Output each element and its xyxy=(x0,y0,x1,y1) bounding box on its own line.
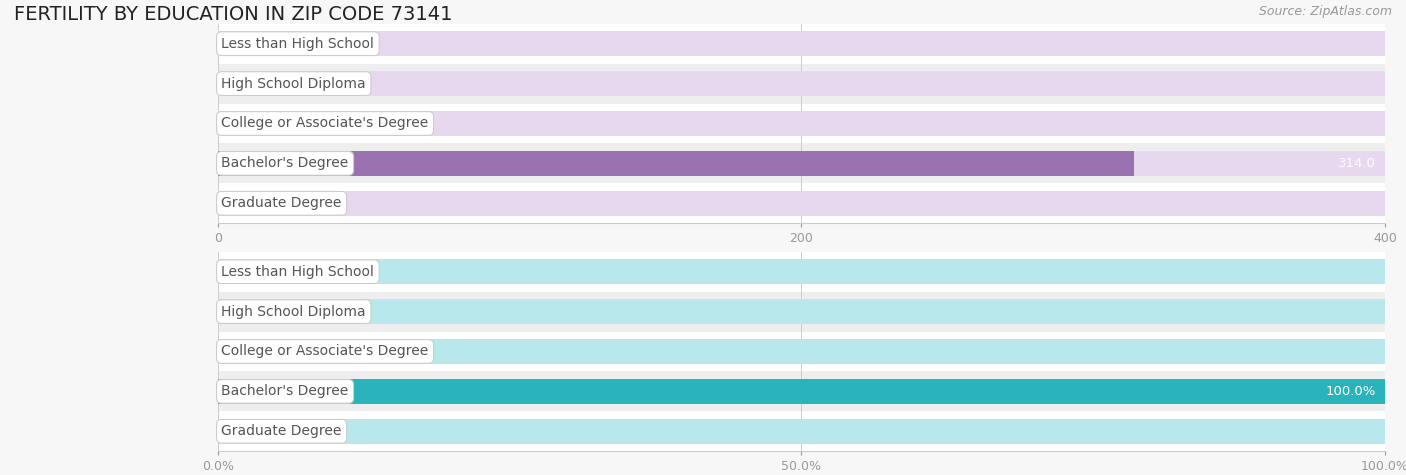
Bar xyxy=(218,339,1385,364)
Text: College or Associate's Degree: College or Associate's Degree xyxy=(221,116,429,131)
Text: Less than High School: Less than High School xyxy=(221,265,374,279)
Bar xyxy=(218,111,1385,136)
Text: 0.0%: 0.0% xyxy=(232,425,266,438)
Text: High School Diploma: High School Diploma xyxy=(221,304,366,319)
Text: Graduate Degree: Graduate Degree xyxy=(221,424,342,438)
Text: Bachelor's Degree: Bachelor's Degree xyxy=(221,156,349,171)
Text: 0.0: 0.0 xyxy=(232,117,253,130)
Bar xyxy=(218,71,1385,96)
Bar xyxy=(218,191,1385,216)
Text: 0.0: 0.0 xyxy=(232,77,253,90)
Text: 0.0%: 0.0% xyxy=(232,305,266,318)
Text: 0.0: 0.0 xyxy=(232,37,253,50)
Text: FERTILITY BY EDUCATION IN ZIP CODE 73141: FERTILITY BY EDUCATION IN ZIP CODE 73141 xyxy=(14,5,453,24)
Bar xyxy=(218,292,1385,332)
Text: Source: ZipAtlas.com: Source: ZipAtlas.com xyxy=(1258,5,1392,18)
Bar xyxy=(218,151,1385,176)
Text: Graduate Degree: Graduate Degree xyxy=(221,196,342,210)
Text: High School Diploma: High School Diploma xyxy=(221,76,366,91)
Bar xyxy=(218,252,1385,292)
Bar xyxy=(218,183,1385,223)
Text: 314.0: 314.0 xyxy=(1337,157,1375,170)
Bar xyxy=(218,259,1385,284)
Text: College or Associate's Degree: College or Associate's Degree xyxy=(221,344,429,359)
Bar xyxy=(218,151,1135,176)
Bar xyxy=(218,24,1385,64)
Text: Bachelor's Degree: Bachelor's Degree xyxy=(221,384,349,399)
Bar xyxy=(218,411,1385,451)
Text: Less than High School: Less than High School xyxy=(221,37,374,51)
Text: 0.0%: 0.0% xyxy=(232,265,266,278)
Bar xyxy=(218,379,1385,404)
Bar xyxy=(218,143,1385,183)
Bar xyxy=(218,371,1385,411)
Text: 0.0%: 0.0% xyxy=(232,345,266,358)
Bar xyxy=(218,379,1385,404)
Bar xyxy=(218,31,1385,56)
Bar xyxy=(218,64,1385,104)
Bar xyxy=(218,299,1385,324)
Text: 0.0: 0.0 xyxy=(232,197,253,210)
Text: 100.0%: 100.0% xyxy=(1326,385,1375,398)
Bar xyxy=(218,332,1385,371)
Bar xyxy=(218,104,1385,143)
Bar xyxy=(218,419,1385,444)
